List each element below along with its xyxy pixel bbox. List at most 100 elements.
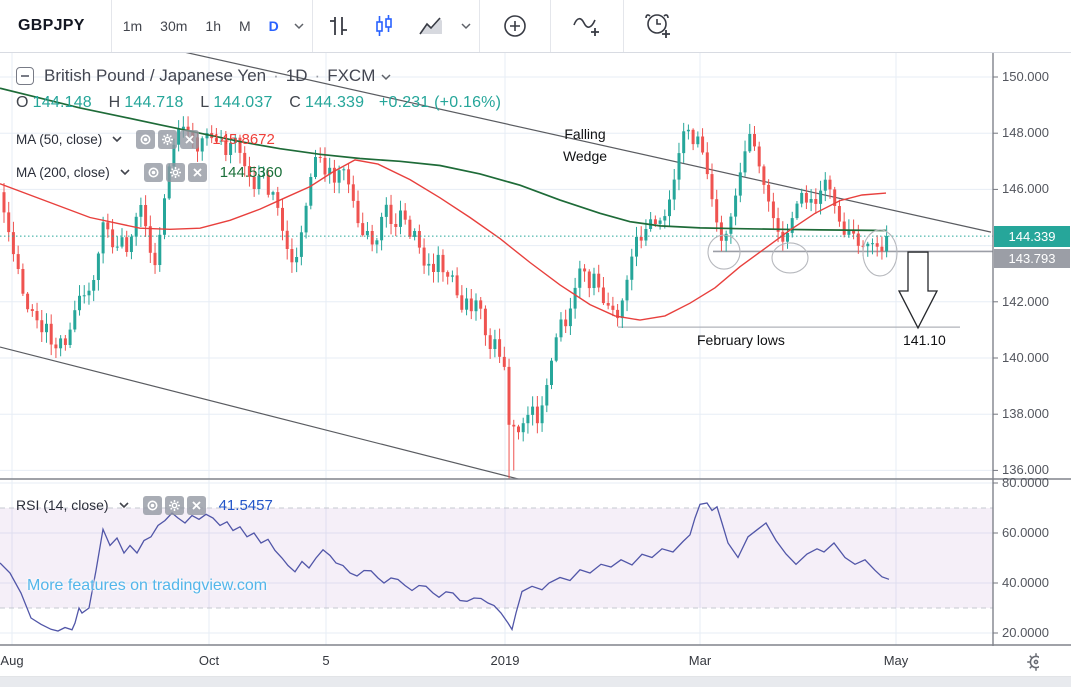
ma50-value: 145.8672 xyxy=(212,130,275,148)
circled-low-annotation[interactable] xyxy=(771,242,809,274)
price-axis-label: 136.000 xyxy=(1002,462,1049,478)
toolbar-separator xyxy=(622,0,624,52)
time-axis-label: Mar xyxy=(688,653,712,668)
current-price-badge: 144.339 xyxy=(994,226,1070,247)
timeframe-group: 1m 30m 1h M D xyxy=(114,0,310,52)
ma200-label[interactable]: MA (200, close) xyxy=(16,164,110,180)
rsi-legend-row: RSI (14, close) 41.5457 xyxy=(16,495,273,515)
rsi-visibility-eye-icon[interactable] xyxy=(142,495,162,515)
toolbar-separator xyxy=(549,0,551,52)
ma50-remove-close-icon[interactable] xyxy=(180,129,200,149)
close-label: C xyxy=(289,94,302,111)
bars-chart-icon[interactable] xyxy=(315,0,361,52)
high-label: H xyxy=(108,94,121,111)
rsi-chevron-down-icon[interactable] xyxy=(119,496,129,514)
price-axis-label: 138.000 xyxy=(1002,406,1049,422)
price-axis-label: 142.000 xyxy=(1002,293,1049,309)
toolbar-separator xyxy=(311,0,313,52)
top-toolbar: GBPJPY 1m 30m 1h M D xyxy=(0,0,1071,53)
legend-collapse-icon[interactable] xyxy=(16,67,34,85)
price-axis[interactable]: 144.339 143.793 150.000 148.000 146.000 142… xyxy=(994,52,1071,645)
timeframe-D-selected[interactable]: D xyxy=(260,0,288,52)
timeframe-30m[interactable]: 30m xyxy=(151,0,196,52)
alert-add-icon[interactable] xyxy=(626,0,692,52)
page-bottom-strip xyxy=(0,677,1071,687)
time-axis-label: 5 xyxy=(322,653,330,668)
circled-low-annotation[interactable] xyxy=(707,234,741,270)
symbol-legend[interactable]: British Pound / Japanese Yen · 1D · FXCM xyxy=(16,66,397,86)
ma50-legend-row: MA (50, close) 145.8672 xyxy=(16,129,275,149)
ohlc-readout: O 144.148 H 144.718 L 144.037 C 144.339 +0.2… xyxy=(16,94,505,112)
legend-interval: 1D xyxy=(285,66,308,85)
chart-style-group xyxy=(315,0,477,52)
symbol-name[interactable]: GBPJPY xyxy=(18,17,85,34)
low-value: 144.037 xyxy=(213,94,273,111)
ma50-settings-gear-icon[interactable] xyxy=(158,129,178,149)
low-label: L xyxy=(200,94,210,111)
legend-chevron-down-icon[interactable] xyxy=(381,66,391,86)
close-value: 144.339 xyxy=(305,94,365,111)
chart-style-chevron-down-icon[interactable] xyxy=(461,17,471,35)
rsi-axis-label: 80.0000 xyxy=(1002,475,1049,490)
toolbar-separator xyxy=(110,0,112,52)
rsi-settings-gear-icon[interactable] xyxy=(164,495,184,515)
ma200-visibility-eye-icon[interactable] xyxy=(143,162,163,182)
legend-exchange: FXCM xyxy=(327,66,376,85)
timeframe-1h[interactable]: 1h xyxy=(196,0,230,52)
falling-wedge-upper-trendline[interactable] xyxy=(170,49,992,233)
chart-settings-gear-icon[interactable] xyxy=(1019,649,1045,675)
previous-close-badge: 143.793 xyxy=(994,249,1070,268)
time-axis-label: May xyxy=(883,653,909,668)
falling-wedge-annotation: Falling Wedge xyxy=(562,126,608,164)
rsi-label[interactable]: RSI (14, close) xyxy=(16,497,109,513)
time-axis[interactable]: Aug Oct 5 2019 Mar May xyxy=(0,646,1071,676)
legend-symbol-title: British Pound / Japanese Yen xyxy=(44,66,267,85)
legend-dot: · xyxy=(314,66,321,85)
rsi-axis-label: 40.0000 xyxy=(1002,575,1049,590)
ma200-chevron-down-icon[interactable] xyxy=(120,163,130,181)
price-axis-label: 148.000 xyxy=(1002,125,1049,141)
circled-low-annotation[interactable] xyxy=(862,229,898,277)
open-value: 144.148 xyxy=(32,94,92,111)
ma200-legend-row: MA (200, close) 144.5360 xyxy=(16,162,282,182)
price-axis-label: 140.000 xyxy=(1002,350,1049,365)
price-axis-label: 146.000 xyxy=(1002,181,1049,197)
ma50-line[interactable] xyxy=(0,159,887,321)
open-label: O xyxy=(16,94,29,111)
ma200-remove-close-icon[interactable] xyxy=(187,162,207,182)
falling-wedge-lower-trendline[interactable] xyxy=(0,346,522,480)
rsi-band xyxy=(0,508,993,608)
pane-borders xyxy=(0,52,1071,677)
breakdown-arrow-annotation[interactable] xyxy=(897,251,939,330)
ma200-settings-gear-icon[interactable] xyxy=(165,162,185,182)
rsi-value: 41.5457 xyxy=(218,496,273,514)
ma50-visibility-eye-icon[interactable] xyxy=(136,129,156,149)
ma200-line[interactable] xyxy=(0,87,887,232)
ma200-value: 144.5360 xyxy=(219,163,283,181)
rsi-remove-close-icon[interactable] xyxy=(186,495,206,515)
candlesticks xyxy=(2,116,889,479)
ma50-label[interactable]: MA (50, close) xyxy=(16,131,103,147)
rsi-line[interactable] xyxy=(0,502,890,632)
price-axis-label: 150.000 xyxy=(1002,69,1049,84)
indicators-icon[interactable] xyxy=(553,0,621,52)
compare-add-icon[interactable] xyxy=(482,0,548,52)
change-value: +0.231 (+0.16%) xyxy=(378,94,502,111)
target-price-annotation: 141.10 xyxy=(903,332,946,348)
legend-dot: · xyxy=(273,66,279,85)
timeframe-chevron-down-icon[interactable] xyxy=(294,17,304,35)
candles-chart-icon[interactable] xyxy=(361,0,407,52)
rsi-axis-label: 20.0000 xyxy=(1002,625,1049,640)
rsi-axis-label: 60.0000 xyxy=(1002,525,1049,540)
time-axis-label: 2019 xyxy=(490,653,520,668)
february-lows-annotation: February lows xyxy=(697,332,785,348)
timeframe-1m[interactable]: 1m xyxy=(114,0,151,52)
high-value: 144.718 xyxy=(124,94,184,111)
ma50-chevron-down-icon[interactable] xyxy=(112,130,122,148)
timeframe-M[interactable]: M xyxy=(230,0,260,52)
tradingview-promo-link[interactable]: More features on tradingview.com xyxy=(27,577,268,594)
time-axis-label: Aug xyxy=(0,653,24,668)
area-chart-icon[interactable] xyxy=(407,0,455,52)
